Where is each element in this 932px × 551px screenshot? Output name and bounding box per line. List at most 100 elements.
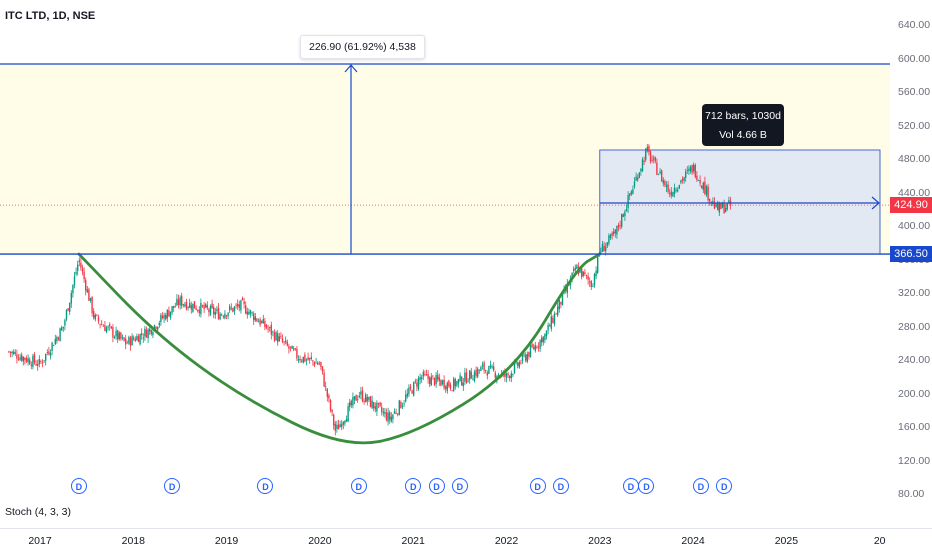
price-tick-label: 200.00 [898, 387, 931, 400]
candle-body [645, 148, 647, 160]
candle-body [177, 299, 180, 306]
candle-body [153, 325, 156, 330]
candle-body [233, 306, 236, 312]
candle-body [313, 362, 316, 366]
candle-body [211, 303, 213, 308]
range-volume-text: Vol 4.66 B [719, 129, 767, 141]
candle-body [621, 214, 623, 227]
candle-body [670, 191, 672, 196]
candle-body [245, 305, 247, 314]
candle-body [296, 348, 298, 359]
year-tick-label: 2023 [588, 535, 612, 547]
candle-body [195, 308, 197, 310]
candle-body [728, 200, 730, 203]
dividend-marker[interactable]: D [164, 478, 181, 494]
candle-body [526, 354, 528, 362]
candle-body [30, 364, 32, 366]
measure-label[interactable]: 226.90 (61.92%) 4,538 [300, 35, 425, 59]
candle-body [72, 284, 74, 294]
candle-body [213, 306, 215, 315]
candle-body [424, 374, 426, 376]
candle-body [240, 300, 242, 311]
candle-body [579, 269, 581, 273]
candle-body [118, 332, 120, 340]
candle-body [664, 181, 666, 186]
candle-body [336, 424, 338, 429]
dividend-marker[interactable]: D [529, 478, 546, 494]
chart-plot-area[interactable] [0, 0, 890, 500]
candle-body [441, 380, 444, 385]
candle-body [285, 340, 287, 343]
candle-body [197, 309, 199, 311]
candle-body [179, 297, 181, 306]
time-axis[interactable]: 2017 2018 2019 2020 2021 2022 2023 2024 2025 20 [0, 528, 932, 551]
current-price-tag: 424.90 [890, 197, 932, 214]
candle-body [547, 324, 549, 331]
candle-body [97, 316, 100, 322]
candle-body [262, 319, 264, 324]
candle-body [21, 354, 23, 361]
candle-body [590, 280, 592, 287]
candle-body [491, 366, 493, 368]
candle-body [33, 354, 36, 363]
candle-body [158, 323, 160, 326]
dividend-marker[interactable]: D [716, 478, 733, 494]
candle-body [477, 368, 479, 377]
price-chart[interactable] [0, 0, 890, 500]
dividend-marker[interactable]: D [257, 478, 274, 494]
candle-body [243, 301, 245, 304]
dividend-marker[interactable]: D [552, 478, 569, 494]
candle-body [323, 372, 325, 387]
candle-body [265, 324, 268, 329]
candle-body [45, 353, 47, 361]
candle-body [280, 336, 282, 338]
dividend-marker[interactable]: D [428, 478, 445, 494]
candle-body [253, 313, 255, 321]
candle-body [555, 313, 557, 315]
dividend-marker[interactable]: D [622, 478, 639, 494]
candle-body [486, 372, 488, 376]
candle-body [216, 309, 218, 311]
range-arrow-head [871, 196, 880, 210]
candle-body [509, 375, 511, 379]
candle-body [718, 202, 720, 213]
candle-body [518, 362, 520, 368]
candle-body [320, 362, 322, 367]
dividend-marker[interactable]: D [350, 478, 367, 494]
dividend-marker[interactable]: D [405, 478, 422, 494]
candle-body [694, 164, 696, 178]
candle-body [277, 333, 279, 343]
candle-body [625, 208, 628, 212]
candle-body [469, 370, 471, 380]
candle-body [305, 359, 308, 361]
dividend-marker[interactable]: D [638, 478, 655, 494]
candle-body [49, 352, 52, 356]
dividend-marker[interactable]: D [451, 478, 468, 494]
candle-body [208, 309, 210, 313]
candle-body [67, 308, 69, 311]
candle-body [181, 295, 183, 306]
dividend-marker[interactable]: D [692, 478, 709, 494]
candle-body [686, 169, 688, 171]
candle-body [709, 199, 711, 202]
candle-body [481, 364, 484, 367]
candle-body [696, 175, 698, 180]
dividend-marker[interactable]: D [70, 478, 87, 494]
candle-body [11, 351, 13, 354]
price-axis[interactable]: 80.00 120.00 160.00 200.00 240.00 280.00 320.0… [890, 0, 932, 500]
candle-body [224, 313, 226, 319]
candle-body [541, 337, 543, 343]
candle-body [259, 319, 261, 325]
candle-body [344, 420, 346, 424]
candle-body [536, 346, 538, 348]
candle-body [40, 361, 42, 363]
candle-body [701, 185, 703, 189]
candle-body [83, 271, 85, 280]
candle-body [46, 352, 48, 353]
candle-body [454, 379, 456, 387]
candle-body [464, 372, 466, 382]
candle-body [222, 316, 224, 318]
stoch-indicator-label[interactable]: Stoch (4, 3, 3) [5, 506, 71, 518]
candle-body [545, 330, 548, 337]
candle-body [435, 375, 437, 385]
